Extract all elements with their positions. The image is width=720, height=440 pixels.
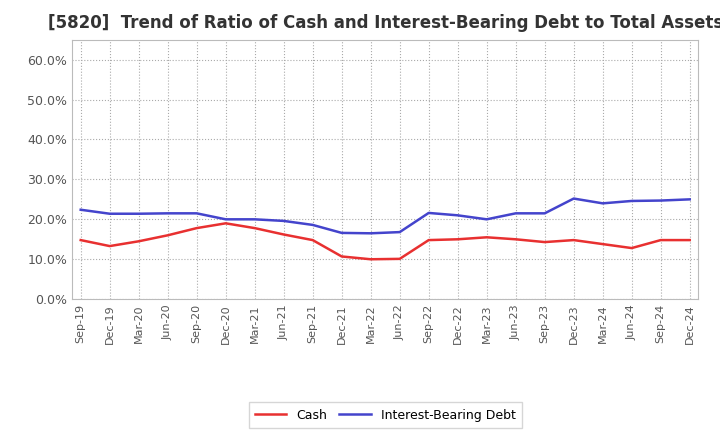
Interest-Bearing Debt	[482, 216, 491, 222]
Cash	[308, 238, 317, 243]
Interest-Bearing Debt	[541, 211, 549, 216]
Cash	[627, 246, 636, 251]
Line: Cash: Cash	[81, 224, 690, 259]
Cash	[76, 238, 85, 243]
Cash	[338, 254, 346, 259]
Cash	[424, 238, 433, 243]
Interest-Bearing Debt	[308, 222, 317, 227]
Cash	[221, 221, 230, 226]
Cash	[366, 257, 375, 262]
Cash	[105, 243, 114, 249]
Cash	[192, 225, 201, 231]
Cash	[454, 237, 462, 242]
Title: [5820]  Trend of Ratio of Cash and Interest-Bearing Debt to Total Assets: [5820] Trend of Ratio of Cash and Intere…	[48, 15, 720, 33]
Interest-Bearing Debt	[163, 211, 172, 216]
Interest-Bearing Debt	[279, 218, 288, 224]
Interest-Bearing Debt	[105, 211, 114, 216]
Interest-Bearing Debt	[251, 216, 259, 222]
Interest-Bearing Debt	[135, 211, 143, 216]
Interest-Bearing Debt	[424, 210, 433, 216]
Line: Interest-Bearing Debt: Interest-Bearing Debt	[81, 198, 690, 233]
Cash	[395, 256, 404, 261]
Cash	[541, 239, 549, 245]
Interest-Bearing Debt	[685, 197, 694, 202]
Cash	[482, 235, 491, 240]
Cash	[657, 238, 665, 243]
Legend: Cash, Interest-Bearing Debt: Cash, Interest-Bearing Debt	[248, 403, 522, 428]
Interest-Bearing Debt	[395, 230, 404, 235]
Cash	[685, 238, 694, 243]
Interest-Bearing Debt	[657, 198, 665, 203]
Interest-Bearing Debt	[76, 207, 85, 213]
Interest-Bearing Debt	[598, 201, 607, 206]
Interest-Bearing Debt	[511, 211, 520, 216]
Cash	[511, 237, 520, 242]
Cash	[163, 233, 172, 238]
Cash	[598, 242, 607, 247]
Cash	[279, 232, 288, 237]
Interest-Bearing Debt	[192, 211, 201, 216]
Interest-Bearing Debt	[338, 230, 346, 235]
Interest-Bearing Debt	[570, 196, 578, 201]
Interest-Bearing Debt	[366, 231, 375, 236]
Cash	[570, 238, 578, 243]
Interest-Bearing Debt	[627, 198, 636, 204]
Interest-Bearing Debt	[221, 216, 230, 222]
Cash	[251, 225, 259, 231]
Interest-Bearing Debt	[454, 213, 462, 218]
Cash	[135, 238, 143, 244]
